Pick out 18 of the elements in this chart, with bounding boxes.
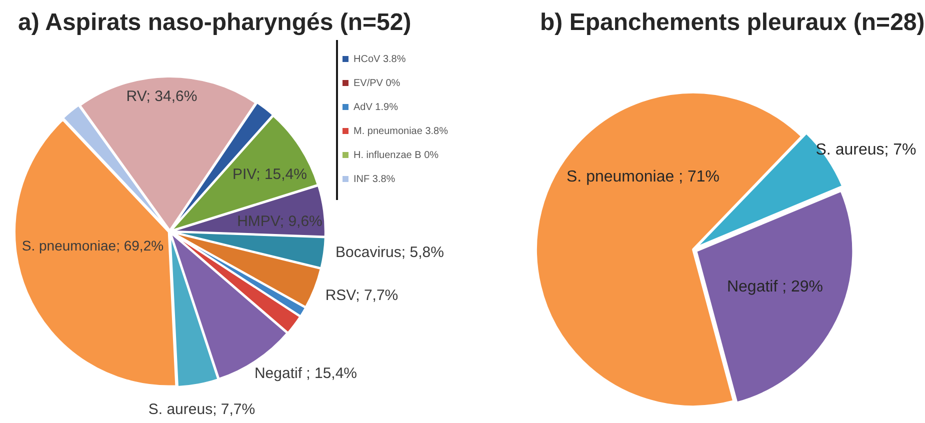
legend-label: INF 3.8%: [354, 174, 396, 185]
slice-label: Negatif ; 29%: [726, 276, 824, 296]
legend-label: H. influenzae B 0%: [354, 150, 439, 161]
legend-label: AdV 1.9%: [354, 102, 398, 113]
slice-label: Negatif ; 15,4%: [254, 364, 358, 382]
legend-label: M. pneumoniae 3.8%: [354, 126, 448, 137]
slice-label: RSV; 7,7%: [325, 286, 398, 304]
slice-label: RV; 34,6%: [126, 88, 198, 106]
slice-label: S. pneumoniae; 69,2%: [22, 237, 164, 254]
slice-label: S. pneumoniae ; 71%: [566, 166, 720, 186]
legend-label: EV/PV 0%: [354, 78, 400, 89]
slice-label: PIV; 15,4%: [232, 166, 307, 184]
chart-title: b) Epanchements pleuraux (n=28): [540, 9, 925, 37]
slice-label: HMPV; 9,6%: [237, 212, 322, 230]
slice-label: Bocavirus; 5,8%: [336, 244, 444, 262]
legend-label: HCoV 3.8%: [354, 54, 406, 65]
chart-title: a) Aspirats naso-pharyngés (n=52): [18, 9, 412, 37]
slice-label: S. aureus; 7,7%: [148, 400, 256, 418]
